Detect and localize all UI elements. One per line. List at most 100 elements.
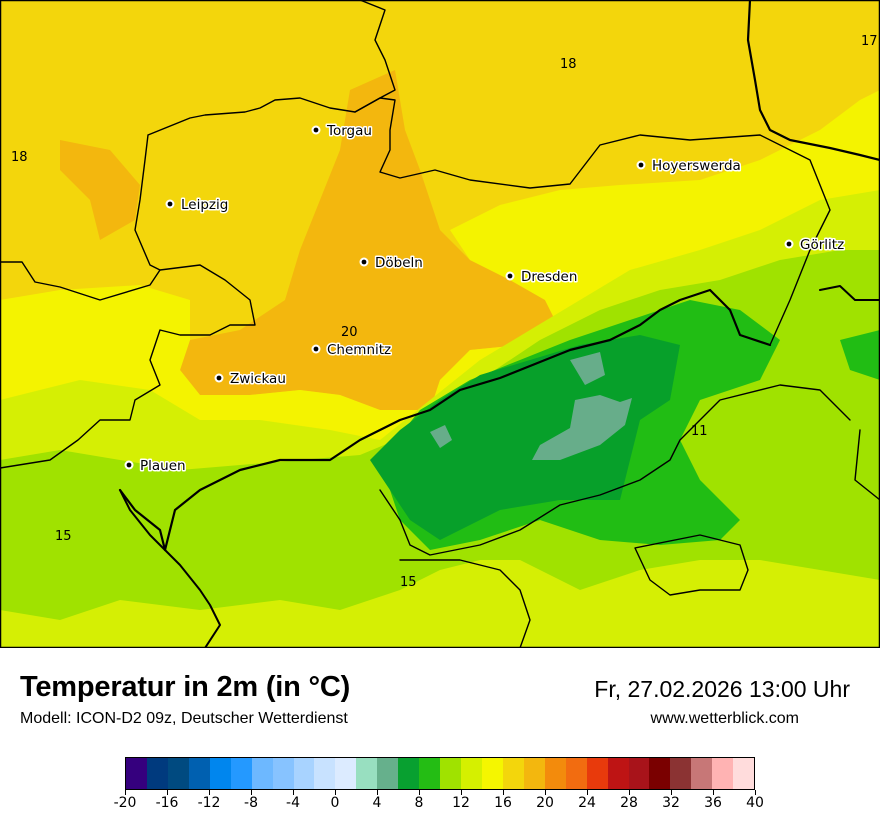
legend-swatch — [670, 758, 692, 789]
website-link[interactable]: www.wetterblick.com — [650, 710, 799, 727]
city-label: Leipzig — [181, 197, 228, 213]
city-marker[interactable]: Görlitz — [784, 236, 846, 255]
legend-swatch — [523, 758, 545, 789]
legend-tick — [124, 790, 126, 795]
legend-swatch — [230, 758, 252, 789]
legend-swatch — [733, 758, 755, 789]
city-label: Plauen — [140, 458, 186, 474]
legend-swatch — [356, 758, 378, 789]
city-label: Chemnitz — [327, 342, 391, 358]
legend-tick — [376, 790, 378, 795]
temp-region-20-22 — [180, 70, 560, 410]
temp-region-6-8-b — [532, 395, 632, 460]
temperature-map[interactable]: 18 18 17 20 11 15 15 Torgau Leipzig Hoyerswerda G… — [0, 0, 880, 648]
isoline-value-label: 11 — [691, 424, 708, 439]
color-scale-legend — [125, 757, 755, 790]
legend-tick — [208, 790, 210, 795]
legend-tick-label: 32 — [662, 795, 680, 811]
legend-tick-label: 0 — [330, 795, 340, 811]
legend-swatch — [586, 758, 608, 789]
legend-tick-label: -16 — [155, 795, 179, 811]
legend-swatch — [251, 758, 273, 789]
legend-swatch — [461, 758, 482, 789]
city-marker[interactable]: Zwickau — [214, 370, 287, 389]
legend-tick — [670, 790, 672, 795]
city-label: Zwickau — [230, 371, 286, 387]
map-title: Temperatur in 2m (in °C) — [20, 671, 351, 703]
isoline-value-label: 18 — [11, 150, 28, 165]
legend-tick — [586, 790, 588, 795]
legend-tick-label: 16 — [494, 795, 512, 811]
legend-swatch — [544, 758, 566, 789]
temp-region-6-8-a — [570, 352, 605, 385]
city-dot-icon — [167, 201, 173, 207]
legend-swatch — [712, 758, 734, 789]
model-source: Modell: ICON-D2 09z, Deutscher Wetterdie… — [20, 710, 348, 727]
temp-region-20-22-west — [60, 140, 140, 240]
legend-tick — [754, 790, 756, 795]
city-dot-icon — [126, 462, 132, 468]
city-markers: Torgau Leipzig Hoyerswerda Görlitz Döbeln Dre… — [124, 122, 846, 476]
city-marker[interactable]: Plauen — [124, 457, 187, 476]
city-marker[interactable]: Torgau — [311, 122, 373, 141]
legend-swatch — [272, 758, 294, 789]
legend-swatch — [398, 758, 420, 789]
isoline-value-label: 17 — [861, 34, 878, 49]
isoline-value-label: 20 — [341, 325, 358, 340]
legend-swatch — [691, 758, 713, 789]
legend-tick — [292, 790, 294, 795]
city-marker[interactable]: Leipzig — [165, 196, 230, 215]
legend-swatch — [628, 758, 650, 789]
legend-swatch — [502, 758, 524, 789]
forecast-datetime: Fr, 27.02.2026 13:00 Uhr — [594, 676, 850, 702]
legend-tick-label: -20 — [113, 795, 137, 811]
city-dot-icon — [313, 127, 319, 133]
city-label: Döbeln — [375, 255, 423, 271]
legend-tick-label: -4 — [286, 795, 300, 811]
city-marker[interactable]: Dresden — [505, 268, 579, 287]
city-label: Hoyerswerda — [652, 158, 741, 174]
city-dot-icon — [216, 375, 222, 381]
city-dot-icon — [786, 241, 792, 247]
legend-swatch — [649, 758, 671, 789]
isoline-value-label: 15 — [400, 575, 417, 590]
legend-swatch — [209, 758, 231, 789]
legend-tick — [250, 790, 252, 795]
legend-swatch — [314, 758, 336, 789]
legend-tick — [628, 790, 630, 795]
legend-tick — [418, 790, 420, 795]
legend-swatch — [607, 758, 629, 789]
legend-ticks: -20 -16 -12 -8 -4 0 4 8 12 16 20 24 28 32 36 40 — [114, 790, 764, 820]
temp-region-8-10 — [370, 335, 680, 540]
legend-swatch — [146, 758, 168, 789]
legend-swatch — [565, 758, 587, 789]
city-marker[interactable]: Hoyerswerda — [636, 157, 742, 176]
legend-swatch — [335, 758, 357, 789]
city-label: Dresden — [521, 269, 577, 285]
city-marker[interactable]: Chemnitz — [311, 341, 393, 360]
borders — [0, 0, 880, 648]
legend-tick-label: 12 — [452, 795, 470, 811]
legend-swatch — [419, 758, 441, 789]
legend-tick — [712, 790, 714, 795]
legend-tick-label: -12 — [197, 795, 221, 811]
legend-tick-label: 28 — [620, 795, 638, 811]
city-dot-icon — [313, 346, 319, 352]
city-marker[interactable]: Döbeln — [359, 254, 424, 273]
city-label: Torgau — [326, 123, 372, 139]
temp-region-6-8-c — [430, 425, 452, 448]
legend-tick-label: 40 — [746, 795, 764, 811]
legend-swatch — [167, 758, 189, 789]
city-dot-icon — [507, 273, 513, 279]
legend-tick — [334, 790, 336, 795]
legend-swatch — [481, 758, 503, 789]
isoline-labels: 18 18 17 20 11 15 15 — [11, 34, 878, 590]
legend-tick-label: 36 — [704, 795, 722, 811]
legend-swatch — [188, 758, 210, 789]
legend-swatch — [377, 758, 399, 789]
legend-tick — [166, 790, 168, 795]
legend-swatch — [293, 758, 315, 789]
city-dot-icon — [361, 259, 367, 265]
isoline-value-label: 18 — [560, 57, 577, 72]
legend-tick-label: 4 — [372, 795, 382, 811]
